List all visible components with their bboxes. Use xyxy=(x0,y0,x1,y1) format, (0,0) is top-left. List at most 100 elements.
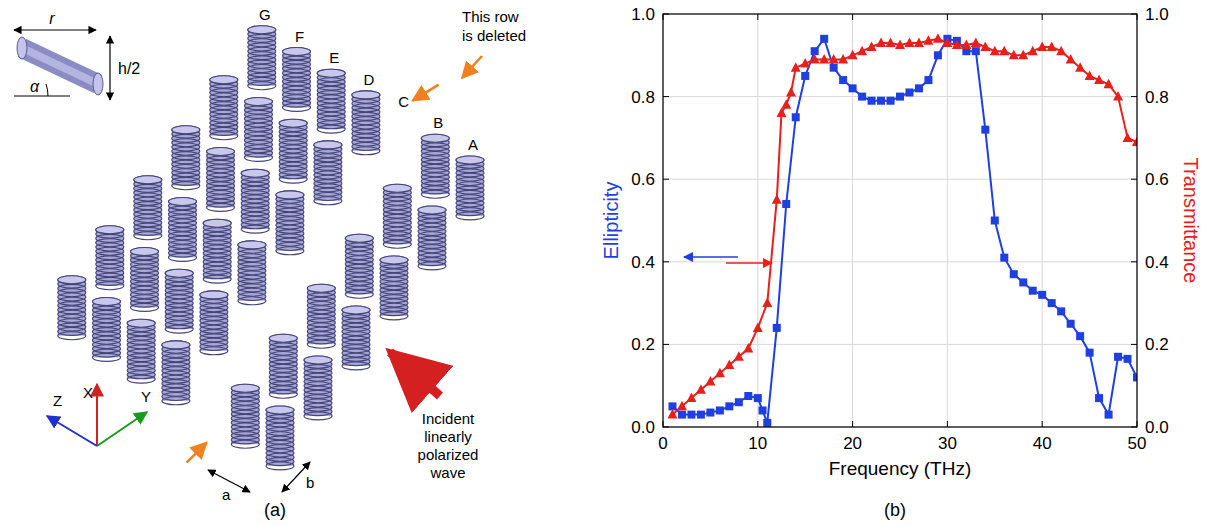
helix-turn xyxy=(58,276,86,284)
marker-triangle xyxy=(1132,137,1137,147)
angle-label: α xyxy=(30,78,40,95)
incident-note: Incident xyxy=(422,410,475,427)
helix-top xyxy=(283,48,311,56)
marker-triangle xyxy=(904,37,914,47)
tick-label-x: 30 xyxy=(938,434,957,453)
marker-triangle xyxy=(990,46,1000,56)
helix-top xyxy=(456,156,484,164)
axis-x-label: X xyxy=(83,384,93,401)
helix-body xyxy=(352,95,380,151)
marker-triangle xyxy=(876,37,886,47)
incident-note: linearly xyxy=(424,428,472,445)
helix xyxy=(172,126,200,190)
marker-triangle xyxy=(667,409,677,419)
y-axis-title: Ellipticity xyxy=(600,182,622,260)
marker-square xyxy=(725,402,733,410)
marker-square xyxy=(1114,353,1122,361)
marker-square xyxy=(877,97,885,105)
marker-triangle xyxy=(952,39,962,49)
tick-label-y: 0.8 xyxy=(631,88,655,107)
helix-top xyxy=(276,191,304,199)
helix xyxy=(317,69,345,133)
helix-turn xyxy=(200,291,228,299)
helix xyxy=(238,241,266,305)
marker-square xyxy=(697,411,705,419)
series-line xyxy=(672,39,1137,423)
tick-label-x: 50 xyxy=(1128,434,1147,453)
helix-body xyxy=(304,360,332,416)
helix-turn xyxy=(96,226,124,234)
inset-helix: rh/2α xyxy=(14,10,140,100)
helix-turn xyxy=(418,206,446,214)
tube-end xyxy=(17,37,27,59)
row-label: C xyxy=(398,93,409,110)
helix-body xyxy=(241,173,269,229)
helix-body xyxy=(172,130,200,186)
tick-label-x: 40 xyxy=(1033,434,1052,453)
marker-square xyxy=(1086,349,1094,357)
tick-y2 xyxy=(1131,344,1137,345)
helix xyxy=(314,141,342,205)
marker-triangle xyxy=(1047,42,1057,52)
helix xyxy=(210,76,238,140)
marker-triangle xyxy=(942,37,952,47)
helix-top xyxy=(314,141,342,149)
grid-line-y xyxy=(663,261,1137,262)
helix xyxy=(169,198,197,262)
helix-turn xyxy=(307,284,335,292)
helix-body xyxy=(58,280,86,336)
marker-square xyxy=(763,419,771,427)
marker-square xyxy=(1019,278,1027,286)
marker-square xyxy=(759,406,767,414)
marker-triangle xyxy=(1104,79,1114,89)
helix-turn xyxy=(127,319,155,327)
helix xyxy=(93,298,121,362)
plot-background xyxy=(663,14,1137,427)
tick-label-y: 0.6 xyxy=(631,170,655,189)
helix-body xyxy=(383,188,411,244)
helix-body xyxy=(231,388,259,444)
marker-triangle xyxy=(1075,62,1085,72)
helix-top xyxy=(352,91,380,99)
helix xyxy=(231,384,259,448)
marker-square xyxy=(858,93,866,101)
spacing-b-label: b xyxy=(306,474,314,491)
tick-label-y2: 0.6 xyxy=(1145,170,1169,189)
helix xyxy=(241,169,269,233)
helix-body xyxy=(317,73,345,129)
helix-body xyxy=(248,30,276,86)
marker-triangle xyxy=(772,194,782,204)
marker-square xyxy=(754,394,762,402)
marker-triangle xyxy=(923,35,933,45)
helix-turn xyxy=(165,269,193,277)
radius-label: r xyxy=(49,10,55,27)
helix-turn xyxy=(93,298,121,306)
marker-square xyxy=(849,84,857,92)
marker-triangle xyxy=(1085,70,1095,80)
note-arrow xyxy=(462,56,482,78)
marker-square xyxy=(887,97,895,105)
helix-top xyxy=(380,256,408,264)
marker-triangle xyxy=(1066,54,1076,64)
helix xyxy=(269,334,297,398)
plot-frame xyxy=(663,14,1137,427)
tick-y xyxy=(663,261,669,262)
tick-y2 xyxy=(1131,96,1137,97)
helix xyxy=(345,234,373,298)
marker-triangle xyxy=(686,393,696,403)
helix-turn xyxy=(248,26,276,34)
helix xyxy=(131,248,159,312)
marker-triangle xyxy=(762,298,772,308)
helix-turn xyxy=(172,126,200,134)
helix xyxy=(383,184,411,248)
helix-body xyxy=(238,245,266,301)
helix-body xyxy=(283,52,311,108)
tick-label-x: 20 xyxy=(843,434,862,453)
marker-triangle xyxy=(743,343,753,353)
helix xyxy=(266,406,294,470)
tube-end xyxy=(93,73,103,95)
tick-label-y2: 0.4 xyxy=(1145,253,1169,272)
helix-body xyxy=(162,345,190,401)
grid-line-x xyxy=(757,14,758,427)
helix xyxy=(207,148,235,212)
